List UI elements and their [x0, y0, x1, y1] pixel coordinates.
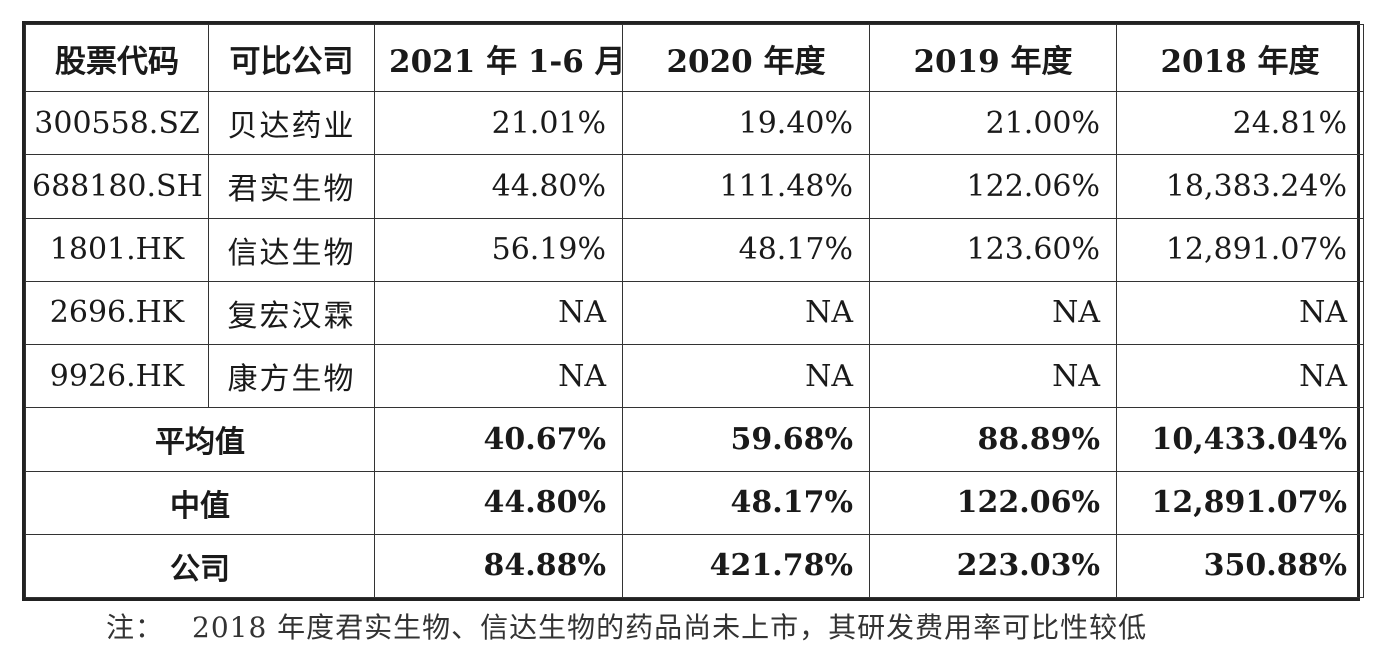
stock-code-cell: 688180.SH	[25, 154, 209, 219]
value-cell: 19.40%	[622, 90, 870, 156]
company-name-cell: 贝达药业	[208, 90, 375, 156]
summary-value-cell: 421.78%	[622, 533, 870, 599]
value-cell: NA	[1116, 343, 1364, 409]
value-cell: NA	[374, 280, 623, 346]
value-cell: NA	[869, 343, 1117, 409]
summary-value-cell: 12,891.07%	[1116, 470, 1364, 535]
value-cell: 18,383.24%	[1116, 154, 1364, 219]
value-cell: NA	[1116, 280, 1364, 346]
comparison-table-container: 股票代码 可比公司 2021 年 1-6 月 2020 年度 2019 年度 2…	[22, 21, 1364, 601]
summary-value-cell: 48.17%	[622, 470, 870, 535]
stock-code-cell: 1801.HK	[25, 217, 209, 282]
company-name-cell: 康方生物	[208, 343, 375, 409]
value-cell: 122.06%	[869, 154, 1117, 219]
header-2021-h1: 2021 年 1-6 月	[374, 24, 623, 92]
value-cell: 12,891.07%	[1116, 217, 1364, 282]
rd-expense-ratio-table: 股票代码 可比公司 2021 年 1-6 月 2020 年度 2019 年度 2…	[25, 24, 1364, 599]
value-cell: NA	[622, 280, 870, 346]
value-cell: 21.00%	[869, 90, 1117, 156]
summary-value-cell: 10,433.04%	[1116, 407, 1364, 472]
footnote-label: 注：	[106, 611, 165, 644]
summary-label-average: 平均值	[25, 407, 375, 472]
value-cell: 123.60%	[869, 217, 1117, 282]
summary-label-median: 中值	[25, 470, 375, 535]
summary-value-cell: 122.06%	[869, 470, 1117, 535]
summary-value-cell: 40.67%	[374, 407, 623, 472]
summary-row-company: 公司 84.88% 421.78% 223.03% 350.88%	[25, 533, 1364, 599]
table-row: 300558.SZ 贝达药业 21.01% 19.40% 21.00% 24.8…	[25, 90, 1364, 156]
summary-row-median: 中值 44.80% 48.17% 122.06% 12,891.07%	[25, 470, 1364, 535]
value-cell: 56.19%	[374, 217, 623, 282]
table-row: 688180.SH 君实生物 44.80% 111.48% 122.06% 18…	[25, 154, 1364, 219]
value-cell: NA	[374, 343, 623, 409]
summary-value-cell: 350.88%	[1116, 533, 1364, 599]
summary-value-cell: 44.80%	[374, 470, 623, 535]
summary-value-cell: 84.88%	[374, 533, 623, 599]
header-stock-code: 股票代码	[25, 24, 209, 92]
value-cell: 48.17%	[622, 217, 870, 282]
value-cell: NA	[869, 280, 1117, 346]
header-2020: 2020 年度	[622, 24, 870, 92]
summary-value-cell: 88.89%	[869, 407, 1117, 472]
summary-row-average: 平均值 40.67% 59.68% 88.89% 10,433.04%	[25, 407, 1364, 472]
value-cell: 44.80%	[374, 154, 623, 219]
header-2019: 2019 年度	[869, 24, 1117, 92]
summary-value-cell: 59.68%	[622, 407, 870, 472]
stock-code-cell: 9926.HK	[25, 343, 209, 409]
company-name-cell: 君实生物	[208, 154, 375, 219]
footnote-text: 2018 年度君实生物、信达生物的药品尚未上市，其研发费用率可比性较低	[192, 611, 1148, 644]
header-2018: 2018 年度	[1116, 24, 1364, 92]
summary-value-cell: 223.03%	[869, 533, 1117, 599]
table-row: 9926.HK 康方生物 NA NA NA NA	[25, 343, 1364, 409]
value-cell: NA	[622, 343, 870, 409]
table-row: 1801.HK 信达生物 56.19% 48.17% 123.60% 12,89…	[25, 217, 1364, 282]
value-cell: 111.48%	[622, 154, 870, 219]
table-footnote: 注： 2018 年度君实生物、信达生物的药品尚未上市，其研发费用率可比性较低	[106, 606, 1147, 646]
stock-code-cell: 300558.SZ	[25, 90, 209, 156]
stock-code-cell: 2696.HK	[25, 280, 209, 346]
value-cell: 21.01%	[374, 90, 623, 156]
company-name-cell: 复宏汉霖	[208, 280, 375, 346]
header-company: 可比公司	[208, 24, 375, 92]
table-row: 2696.HK 复宏汉霖 NA NA NA NA	[25, 280, 1364, 346]
company-name-cell: 信达生物	[208, 217, 375, 282]
value-cell: 24.81%	[1116, 90, 1364, 156]
table-header-row: 股票代码 可比公司 2021 年 1-6 月 2020 年度 2019 年度 2…	[25, 24, 1364, 92]
summary-label-company: 公司	[25, 533, 375, 599]
